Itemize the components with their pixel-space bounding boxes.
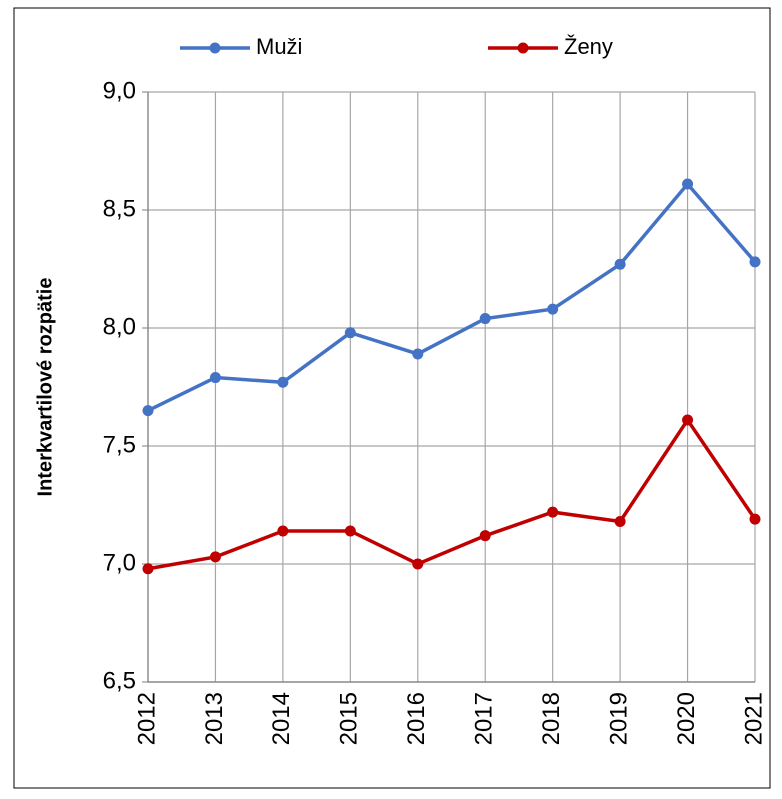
x-tick-label: 2013	[201, 692, 228, 745]
y-axis-title: Interkvartilové rozpätie	[34, 278, 56, 497]
data-point	[209, 372, 221, 384]
x-tick-label: 2018	[538, 692, 565, 745]
x-tick-label: 2019	[605, 692, 632, 745]
y-tick-label: 8,0	[103, 313, 136, 340]
data-point	[682, 414, 694, 426]
data-point	[614, 516, 626, 528]
y-tick-label: 9,0	[103, 77, 136, 104]
legend-marker	[209, 42, 221, 54]
x-tick-label: 2021	[740, 692, 767, 745]
data-point	[142, 563, 154, 575]
data-point	[749, 256, 761, 268]
data-point	[412, 348, 424, 360]
data-point	[479, 530, 491, 542]
x-tick-label: 2015	[336, 692, 363, 745]
y-tick-label: 7,5	[103, 431, 136, 458]
chart-frame	[13, 7, 771, 789]
data-point	[682, 178, 694, 190]
data-point	[547, 506, 559, 518]
data-point	[344, 327, 356, 339]
data-point	[614, 258, 626, 270]
data-point	[412, 558, 424, 570]
x-tick-label: 2016	[403, 692, 430, 745]
y-tick-label: 7,0	[103, 549, 136, 576]
y-tick-label: 8,5	[103, 195, 136, 222]
data-point	[142, 405, 154, 417]
legend-label: Ženy	[564, 34, 613, 59]
data-point	[547, 303, 559, 315]
data-point	[277, 525, 289, 537]
legend-marker	[517, 42, 529, 54]
data-point	[344, 525, 356, 537]
data-point	[479, 313, 491, 325]
data-point	[277, 376, 289, 388]
x-tick-label: 2014	[268, 692, 295, 745]
legend-label: Muži	[256, 34, 302, 59]
series-line	[147, 416, 757, 571]
x-tick-label: 2017	[471, 692, 498, 745]
series-line	[147, 181, 757, 413]
data-point	[749, 513, 761, 525]
x-tick-label: 2012	[133, 692, 160, 745]
y-tick-label: 6,5	[103, 667, 136, 694]
x-tick-label: 2020	[673, 692, 700, 745]
data-point	[209, 551, 221, 563]
